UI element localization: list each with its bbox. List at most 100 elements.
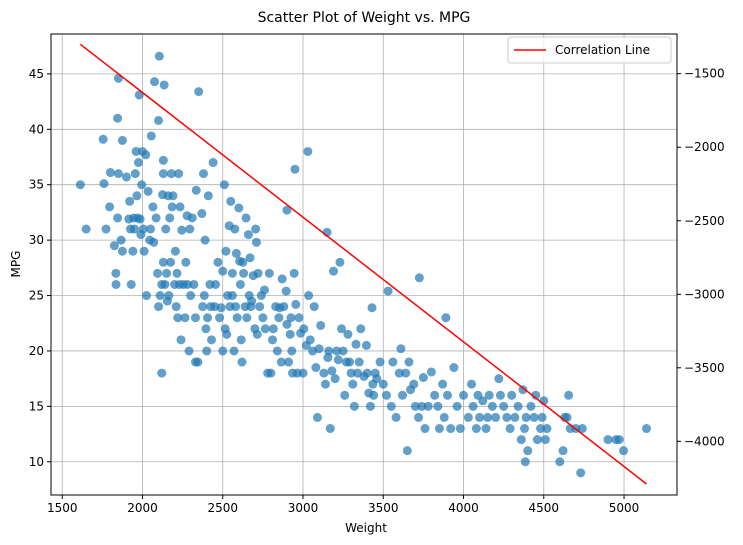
scatter-point <box>232 313 242 323</box>
scatter-point <box>116 235 126 245</box>
scatter-point <box>109 241 119 251</box>
scatter-point <box>173 313 183 323</box>
scatter-point <box>516 435 526 445</box>
scatter-point <box>507 390 517 400</box>
scatter-point <box>523 446 533 456</box>
scatter-point <box>402 446 412 456</box>
scatter-point <box>260 324 270 334</box>
scatter-point <box>132 191 142 201</box>
scatter-point <box>410 401 420 411</box>
scatter-point <box>154 302 164 312</box>
scatter-point <box>298 368 308 378</box>
x-tick-label: 4500 <box>529 501 560 515</box>
scatter-point <box>330 374 340 384</box>
scatter-point <box>166 169 176 179</box>
scatter-point <box>475 412 485 422</box>
scatter-point <box>312 412 322 422</box>
scatter-point <box>135 214 145 224</box>
scatter-point <box>215 313 225 323</box>
y-tick-label: 35 <box>29 178 44 192</box>
scatter-point <box>564 390 574 400</box>
scatter-point <box>129 224 139 234</box>
y-axis-label: MPG <box>9 251 23 278</box>
scatter-point <box>266 368 276 378</box>
scatter-point <box>276 357 286 367</box>
scatter-point <box>369 390 379 400</box>
scatter-point <box>218 266 228 276</box>
scatter-point <box>148 202 158 212</box>
scatter-point <box>245 253 255 263</box>
scatter-point <box>193 357 203 367</box>
y2-tick-label: −3500 <box>684 361 725 375</box>
scatter-point <box>446 424 456 434</box>
scatter-point <box>99 179 109 189</box>
scatter-point <box>200 235 210 245</box>
scatter-point <box>281 286 291 296</box>
scatter-point <box>340 390 350 400</box>
scatter-point <box>157 368 167 378</box>
scatter-point <box>167 202 177 212</box>
scatter-point <box>323 353 333 363</box>
scatter-point <box>438 379 448 389</box>
scatter-point <box>149 237 159 247</box>
scatter-point <box>542 424 552 434</box>
plot-area-frame <box>50 33 678 496</box>
scatter-point <box>146 131 156 141</box>
scatter-point <box>309 302 319 312</box>
scatter-point <box>272 346 282 356</box>
scatter-point <box>113 73 123 83</box>
scatter-point <box>125 196 135 206</box>
scatter-point <box>251 237 261 247</box>
scatter-point <box>189 279 199 289</box>
scatter-point <box>166 257 176 267</box>
scatter-point <box>333 355 343 365</box>
scatter-point <box>159 80 169 90</box>
scatter-point <box>81 224 91 234</box>
scatter-point <box>521 412 531 422</box>
x-tick-label: 3500 <box>368 501 399 515</box>
scatter-point <box>442 390 452 400</box>
scatter-point <box>484 390 494 400</box>
y2-tick-label: −2000 <box>684 140 725 154</box>
scatter-point <box>146 224 156 234</box>
y-tick-label: 20 <box>29 344 44 358</box>
scatter-point <box>338 346 348 356</box>
scatter-point <box>234 203 244 213</box>
scatter-point <box>171 302 181 312</box>
scatter-point <box>430 390 440 400</box>
scatter-point <box>576 468 586 478</box>
scatter-point <box>471 424 481 434</box>
scatter-point <box>455 424 465 434</box>
scatter-point <box>139 246 149 256</box>
y-tick-label: 45 <box>29 67 44 81</box>
scatter-point <box>197 209 207 219</box>
scatter-point <box>332 346 342 356</box>
scatter-point <box>172 268 182 278</box>
scatter-point <box>111 268 121 278</box>
y-tick-label: 15 <box>29 399 44 413</box>
scatter-point <box>255 302 265 312</box>
y2-tick-label: −4000 <box>684 434 725 448</box>
scatter-point <box>502 412 512 422</box>
scatter-point <box>282 319 292 329</box>
scatter-point <box>495 390 505 400</box>
scatter-point <box>98 134 108 144</box>
scatter-points <box>75 51 652 478</box>
scatter-point <box>409 379 419 389</box>
scatter-point <box>158 169 168 179</box>
scatter-point <box>401 368 411 378</box>
scatter-point <box>510 412 520 422</box>
scatter-point <box>184 346 194 356</box>
scatter-point <box>320 379 330 389</box>
scatter-point <box>158 257 168 267</box>
scatter-point <box>381 390 391 400</box>
scatter-point <box>203 313 212 323</box>
scatter-point <box>420 424 430 434</box>
scatter-point <box>241 213 251 223</box>
grid <box>51 34 677 495</box>
scatter-point <box>467 379 477 389</box>
legend-label: Correlation Line <box>555 43 650 57</box>
y2-tick-label: −1500 <box>684 67 725 81</box>
scatter-point <box>361 340 371 350</box>
